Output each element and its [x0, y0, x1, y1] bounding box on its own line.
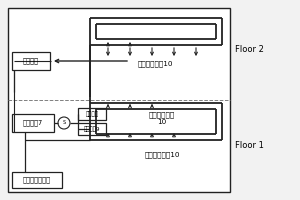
Text: 污染车间: 污染车间: [85, 111, 98, 117]
Text: 污水管网: 污水管网: [23, 58, 39, 64]
Text: Floor 2: Floor 2: [235, 46, 264, 54]
Text: 软化水箱7: 软化水箱7: [23, 120, 43, 126]
Circle shape: [58, 117, 70, 129]
Bar: [78, 123, 106, 135]
Text: S: S: [62, 119, 66, 124]
Text: 化验室用水点10: 化验室用水点10: [137, 61, 173, 67]
Bar: [12, 172, 62, 188]
Text: 化验室用水点10: 化验室用水点10: [144, 152, 180, 158]
Bar: [8, 8, 230, 192]
Bar: [12, 52, 50, 70]
Text: Floor 1: Floor 1: [235, 140, 264, 150]
Bar: [78, 108, 106, 120]
Text: 公用系统自来水: 公用系统自来水: [23, 177, 51, 183]
Text: 检测中心9: 检测中心9: [84, 126, 100, 132]
Text: 化验室用水点
10: 化验室用水点 10: [149, 111, 175, 125]
Bar: [12, 114, 54, 132]
